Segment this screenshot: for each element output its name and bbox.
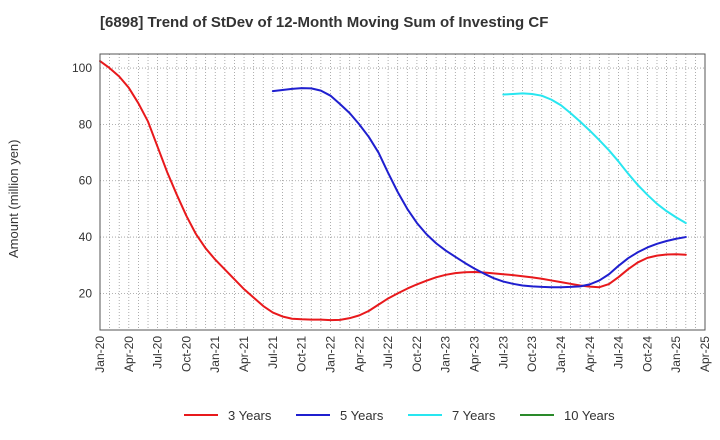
- x-tick-label: Jul-23: [496, 336, 510, 369]
- y-tick-label: 40: [79, 230, 93, 244]
- tick-labels: 20 40 60 80 100 Jan-20 Apr-20 Jul-20 Oct-20 Jan-2…: [72, 61, 712, 373]
- legend-item-10-years: 10 Years: [520, 403, 615, 427]
- x-tick-label: Oct-22: [410, 336, 424, 372]
- x-tick-label: Jan-22: [323, 336, 337, 373]
- x-tick-label: Oct-24: [640, 336, 654, 372]
- x-tick-label: Apr-21: [237, 336, 251, 372]
- series-line-3-years: [99, 60, 687, 322]
- series-line-5-years: [271, 87, 687, 289]
- legend-item-7-years: 7 Years: [408, 403, 495, 427]
- x-tick-label: Jan-20: [93, 336, 107, 373]
- x-tick-label: Jan-25: [669, 336, 683, 373]
- legend-label-10-years: 10 Years: [564, 407, 615, 423]
- grid-lines: [100, 54, 705, 330]
- x-tick-label: Apr-20: [122, 336, 136, 372]
- series-lines: [99, 60, 687, 322]
- x-tick-label: Apr-22: [352, 336, 366, 372]
- x-tick-label: Apr-23: [468, 336, 482, 372]
- legend-swatch-7-years: [408, 414, 442, 416]
- chart-title: [6898] Trend of StDev of 12-Month Moving…: [100, 14, 549, 31]
- legend-item-3-years: 3 Years: [184, 403, 271, 427]
- legend-item-5-years: 5 Years: [296, 403, 383, 427]
- x-tick-label: Jul-24: [612, 336, 626, 369]
- x-tick-label: Jan-23: [439, 336, 453, 373]
- legend-swatch-5-years: [296, 414, 330, 416]
- y-tick-label: 20: [79, 286, 93, 300]
- x-tick-label: Jul-21: [266, 336, 280, 369]
- x-tick-label: Jul-22: [381, 336, 395, 369]
- legend-label-3-years: 3 Years: [228, 407, 272, 423]
- y-tick-label: 80: [79, 117, 93, 131]
- plot-frame: [99, 53, 706, 331]
- y-tick-label: 100: [72, 61, 92, 75]
- legend-label-5-years: 5 Years: [340, 407, 384, 423]
- series-line-7-years: [502, 92, 687, 224]
- legend-swatch-3-years: [184, 414, 218, 416]
- x-tick-label: Oct-20: [179, 336, 193, 372]
- y-tick-label: 60: [79, 174, 93, 188]
- x-tick-label: Apr-24: [583, 336, 597, 372]
- x-tick-label: Jan-24: [554, 336, 568, 373]
- legend-swatch-10-years: [520, 414, 554, 416]
- x-tick-label: Oct-21: [295, 336, 309, 372]
- legend-label-7-years: 7 Years: [452, 407, 496, 423]
- x-tick-label: Oct-23: [525, 336, 539, 372]
- x-tick-label: Jan-21: [208, 336, 222, 373]
- legend: 3 Years 5 Years 7 Years 10 Years: [0, 403, 720, 427]
- x-tick-label: Apr-25: [698, 336, 712, 372]
- x-tick-label: Jul-20: [151, 336, 165, 369]
